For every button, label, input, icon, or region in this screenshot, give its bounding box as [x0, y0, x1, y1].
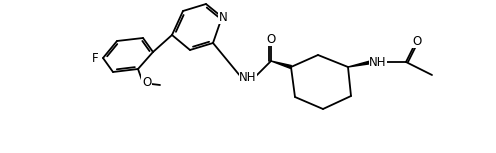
Text: N: N: [219, 11, 227, 24]
Polygon shape: [271, 61, 292, 68]
Text: O: O: [142, 75, 151, 88]
Text: NH: NH: [369, 56, 387, 69]
Text: F: F: [91, 52, 98, 65]
Text: NH: NH: [239, 71, 257, 84]
Polygon shape: [348, 61, 372, 67]
Text: O: O: [412, 34, 422, 47]
Text: O: O: [266, 32, 276, 45]
